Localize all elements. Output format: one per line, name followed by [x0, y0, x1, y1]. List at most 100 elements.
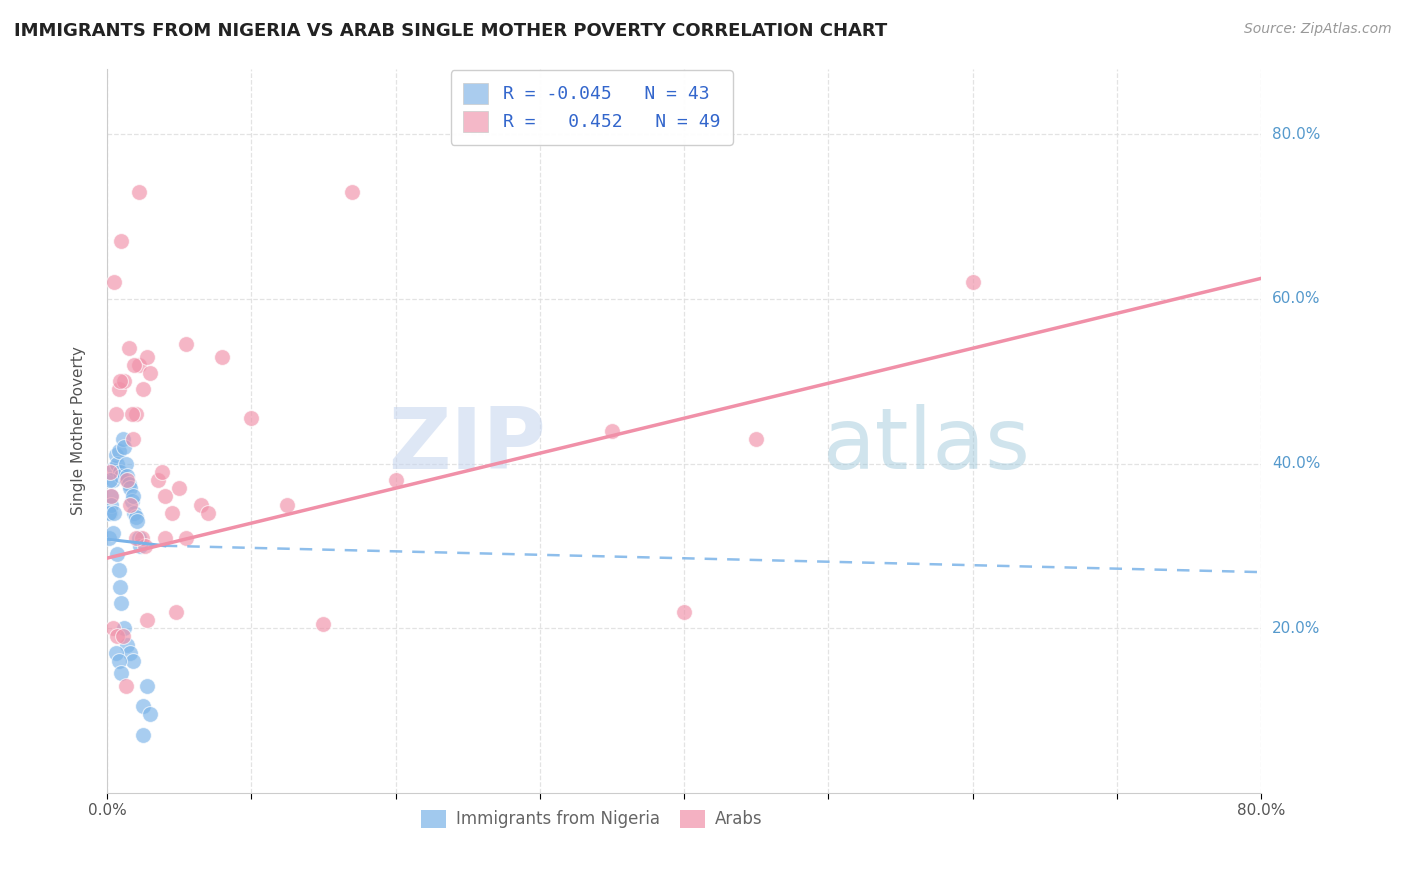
Point [112, 621, 135, 635]
Point [117, 468, 139, 483]
Point [101, 621, 124, 635]
Point [153, 490, 176, 504]
Point [384, 473, 406, 487]
Text: 40.0%: 40.0% [1272, 456, 1320, 471]
Point [110, 468, 132, 483]
Point [108, 374, 131, 388]
Text: atlas: atlas [823, 403, 1031, 486]
Point [125, 531, 148, 545]
Point [131, 531, 153, 545]
Point [240, 411, 263, 425]
Point [100, 498, 122, 512]
Y-axis label: Single Mother Poverty: Single Mother Poverty [72, 346, 86, 515]
Point [114, 679, 136, 693]
Point [132, 699, 155, 714]
Point [128, 358, 150, 372]
Point [150, 465, 173, 479]
Point [124, 358, 146, 372]
Point [165, 605, 187, 619]
Point [111, 432, 134, 446]
Point [112, 440, 135, 454]
Point [160, 506, 183, 520]
Point [197, 506, 219, 520]
Point [190, 498, 212, 512]
Point [110, 666, 132, 681]
Text: IMMIGRANTS FROM NIGERIA VS ARAB SINGLE MOTHER POVERTY CORRELATION CHART: IMMIGRANTS FROM NIGERIA VS ARAB SINGLE M… [14, 22, 887, 40]
Text: 20.0%: 20.0% [1272, 621, 1320, 636]
Point [101, 526, 124, 541]
Point [125, 510, 148, 524]
Point [108, 465, 131, 479]
Point [122, 654, 145, 668]
Point [176, 337, 198, 351]
Point [673, 605, 696, 619]
Point [211, 350, 233, 364]
Point [97, 531, 120, 545]
Point [118, 477, 141, 491]
Point [108, 580, 131, 594]
Text: ZIP: ZIP [388, 403, 546, 486]
Point [107, 444, 129, 458]
Point [134, 539, 156, 553]
Point [136, 350, 159, 364]
Point [146, 473, 169, 487]
Legend: Immigrants from Nigeria, Arabs: Immigrants from Nigeria, Arabs [415, 803, 769, 835]
Point [100, 490, 122, 504]
Point [114, 457, 136, 471]
Point [962, 276, 984, 290]
Point [129, 539, 152, 553]
Point [121, 407, 143, 421]
Point [276, 498, 298, 512]
Point [111, 629, 134, 643]
Point [342, 185, 364, 199]
Point [98, 506, 121, 520]
Point [118, 341, 141, 355]
Point [132, 383, 155, 397]
Point [104, 448, 127, 462]
Point [100, 490, 122, 504]
Point [176, 531, 198, 545]
Point [107, 564, 129, 578]
Point [745, 432, 768, 446]
Point [139, 707, 162, 722]
Text: 80.0%: 80.0% [1272, 127, 1320, 142]
Text: 60.0%: 60.0% [1272, 292, 1320, 307]
Point [120, 646, 142, 660]
Point [97, 506, 120, 520]
Point [117, 638, 139, 652]
Point [110, 235, 132, 249]
Point [101, 473, 124, 487]
Point [120, 481, 142, 495]
Point [128, 185, 150, 199]
Point [128, 531, 150, 545]
Point [104, 646, 127, 660]
Point [122, 490, 145, 504]
Point [312, 617, 335, 632]
Point [107, 654, 129, 668]
Point [132, 728, 155, 742]
Point [103, 506, 125, 520]
Point [103, 460, 125, 475]
Point [153, 531, 176, 545]
Point [120, 498, 142, 512]
Point [122, 432, 145, 446]
Point [600, 424, 623, 438]
Point [127, 514, 149, 528]
Point [98, 473, 121, 487]
Point [139, 366, 162, 380]
Point [117, 473, 139, 487]
Text: Source: ZipAtlas.com: Source: ZipAtlas.com [1244, 22, 1392, 37]
Point [104, 407, 127, 421]
Point [105, 629, 128, 643]
Point [105, 457, 128, 471]
Point [98, 465, 121, 479]
Point [103, 276, 125, 290]
Point [107, 383, 129, 397]
Point [121, 493, 143, 508]
Point [136, 613, 159, 627]
Point [136, 679, 159, 693]
Point [105, 547, 128, 561]
Point [125, 407, 148, 421]
Point [124, 506, 146, 520]
Point [110, 596, 132, 610]
